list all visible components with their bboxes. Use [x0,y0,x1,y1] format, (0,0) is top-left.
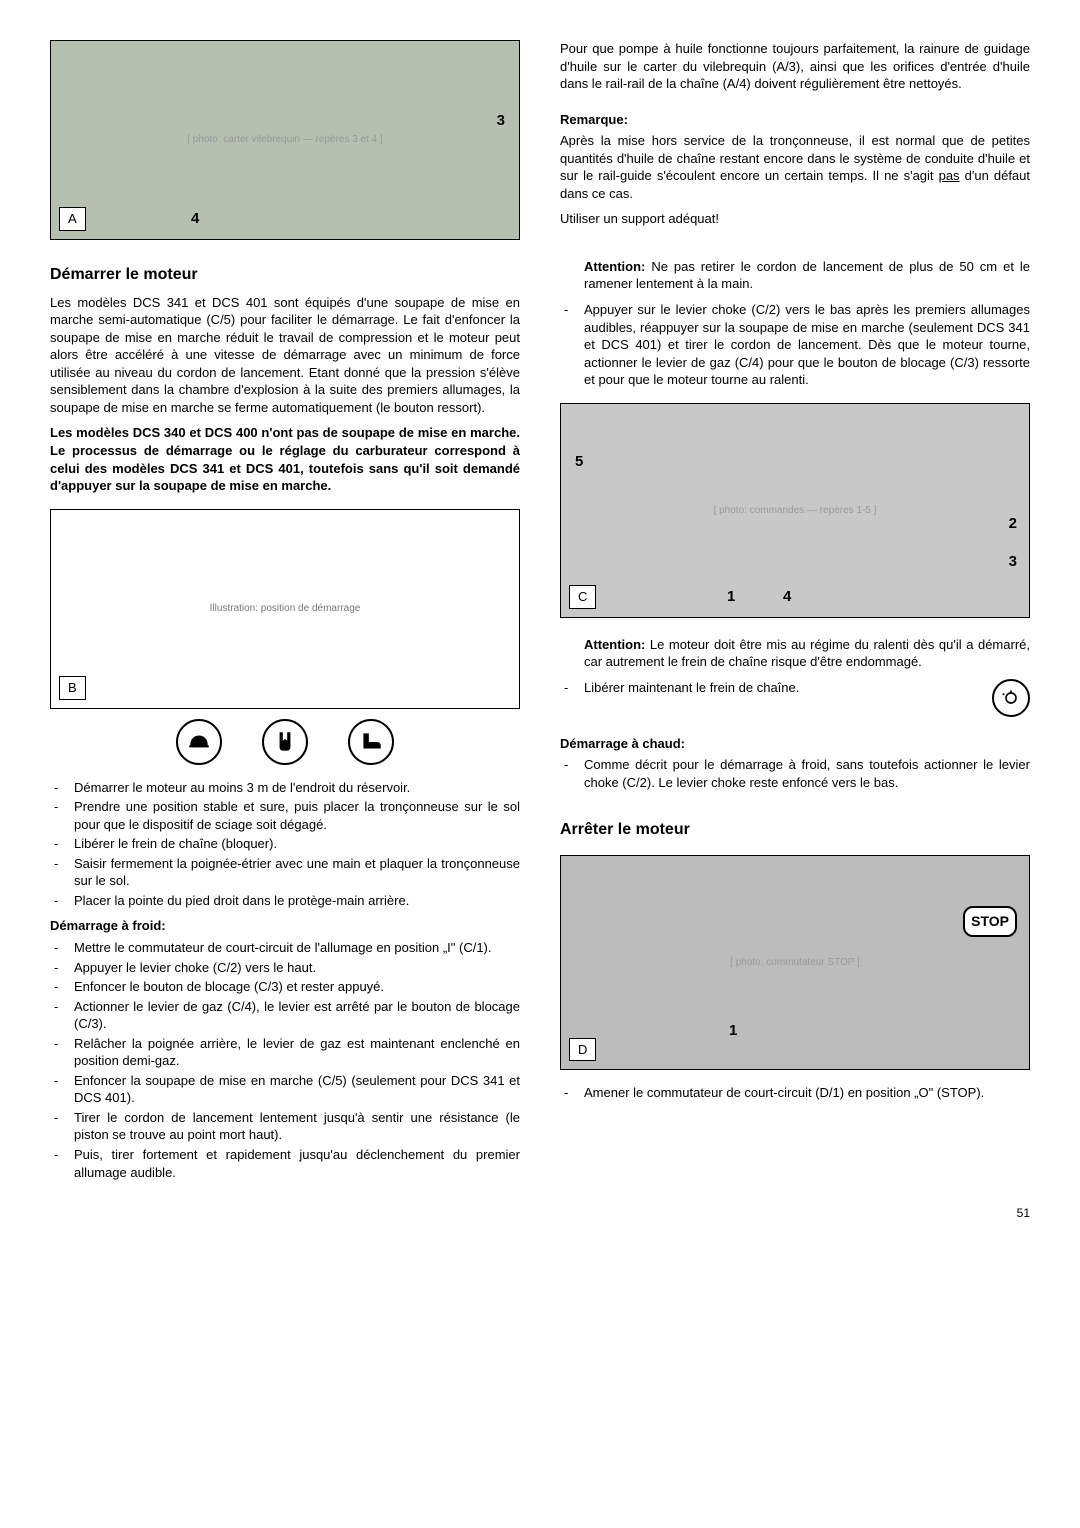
warm-start-list: Comme décrit pour le démarrage à froid, … [560,756,1030,791]
figure-c-label-2: 2 [1009,514,1017,534]
helmet-icon [176,719,222,765]
list-item: Placer la pointe du pied droit dans le p… [50,892,520,910]
list-item: Comme décrit pour le démarrage à froid, … [560,756,1030,791]
remarque-para-2: Utiliser un support adéquat! [560,210,1030,228]
list-item: Prendre une position stable et sure, pui… [50,798,520,833]
left-column: [ photo: carter vilebrequin — repères 3 … [50,40,520,1189]
list-item: Libérer le frein de chaîne (bloquer). [50,835,520,853]
figure-b-letter: B [59,676,86,700]
figure-b-placeholder: Illustration: position de démarrage [180,602,391,616]
figure-c-label-3: 3 [1009,552,1017,572]
list-item: Saisir fermement la poignée-étrier avec … [50,855,520,890]
list-item: Amener le commutateur de court-circuit (… [560,1084,1030,1102]
warm-start-heading: Démarrage à chaud: [560,735,1030,753]
attention-2-text: Le moteur doit être mis au régime du ral… [584,637,1030,670]
list-item: Démarrer le moteur au moins 3 m de l'end… [50,779,520,797]
figure-c-label-5: 5 [575,452,583,472]
right-column: Pour que pompe à huile fonctionne toujou… [560,40,1030,1189]
gloves-icon [262,719,308,765]
remarque-underline: pas [939,168,960,183]
list-item: Enfoncer la soupape de mise en marche (C… [50,1072,520,1107]
safety-icons-row [50,719,520,765]
figure-c-label-1: 1 [727,587,735,607]
cold-start-heading: Démarrage à froid: [50,917,520,935]
boot-icon [348,719,394,765]
figure-c-label-4: 4 [783,587,791,607]
para-dcs340-400: Les modèles DCS 340 et DCS 400 n'ont pas… [50,424,520,494]
attention-1-label: Attention: [584,259,645,274]
chain-brake-icon [992,679,1030,717]
page-layout: [ photo: carter vilebrequin — repères 3 … [50,40,1030,1189]
figure-d-placeholder: [ photo: commutateur STOP ] [561,956,1029,970]
para-dcs341-401: Les modèles DCS 341 et DCS 401 sont équi… [50,294,520,417]
list-item: Appuyer sur le levier choke (C/2) vers l… [560,301,1030,389]
release-brake-text: Libérer maintenant le frein de chaîne. [584,680,799,695]
attention-1-text: Ne pas retirer le cordon de lancement de… [584,259,1030,292]
list-item: Tirer le cordon de lancement lentement j… [50,1109,520,1144]
figure-d: [ photo: commutateur STOP ] D 1 STOP [560,855,1030,1070]
figure-c: [ photo: commandes — repères 1-5 ] C 5 2… [560,403,1030,618]
figure-d-letter: D [569,1038,596,1062]
list-item: Enfoncer le bouton de blocage (C/3) et r… [50,978,520,996]
figure-a-label-4: 4 [191,209,199,229]
list-item: Puis, tirer fortement et rapidement jusq… [50,1146,520,1181]
stop-list: Amener le commutateur de court-circuit (… [560,1084,1030,1102]
attention-1: Attention: Ne pas retirer le cordon de l… [560,258,1030,293]
figure-a-placeholder: [ photo: carter vilebrequin — repères 3 … [51,133,519,147]
para-oil-pump: Pour que pompe à huile fonctionne toujou… [560,40,1030,93]
figure-a: [ photo: carter vilebrequin — repères 3 … [50,40,520,240]
heading-arreter: Arrêter le moteur [560,819,1030,841]
start-steps-list: Démarrer le moteur au moins 3 m de l'end… [50,779,520,910]
list-item: Relâcher la poignée arrière, le levier d… [50,1035,520,1070]
list-item: Appuyer le levier choke (C/2) vers le ha… [50,959,520,977]
figure-a-letter: A [59,207,86,231]
remarque-para-1: Après la mise hors service de la tronçon… [560,132,1030,202]
figure-c-letter: C [569,585,596,609]
remarque-heading: Remarque: [560,111,1030,129]
attention-2: Attention: Le moteur doit être mis au ré… [560,636,1030,671]
cold-start-list: Mettre le commutateur de court-circuit d… [50,939,520,1181]
attention-2-label: Attention: [584,637,645,652]
release-brake-list: Libérer maintenant le frein de chaîne. [560,679,1030,717]
list-item: Libérer maintenant le frein de chaîne. [560,679,1030,697]
page-number: 51 [50,1205,1030,1221]
list-item: Actionner le levier de gaz (C/4), le lev… [50,998,520,1033]
heading-demarrer: Démarrer le moteur [50,264,520,286]
list-item: Mettre le commutateur de court-circuit d… [50,939,520,957]
figure-b: Illustration: position de démarrage B [50,509,520,709]
figure-a-label-3: 3 [497,111,505,131]
figure-d-label-1: 1 [729,1021,737,1041]
figure-c-placeholder: [ photo: commandes — repères 1-5 ] [561,504,1029,518]
choke-list: Appuyer sur le levier choke (C/2) vers l… [560,301,1030,389]
stop-badge: STOP [963,906,1017,937]
